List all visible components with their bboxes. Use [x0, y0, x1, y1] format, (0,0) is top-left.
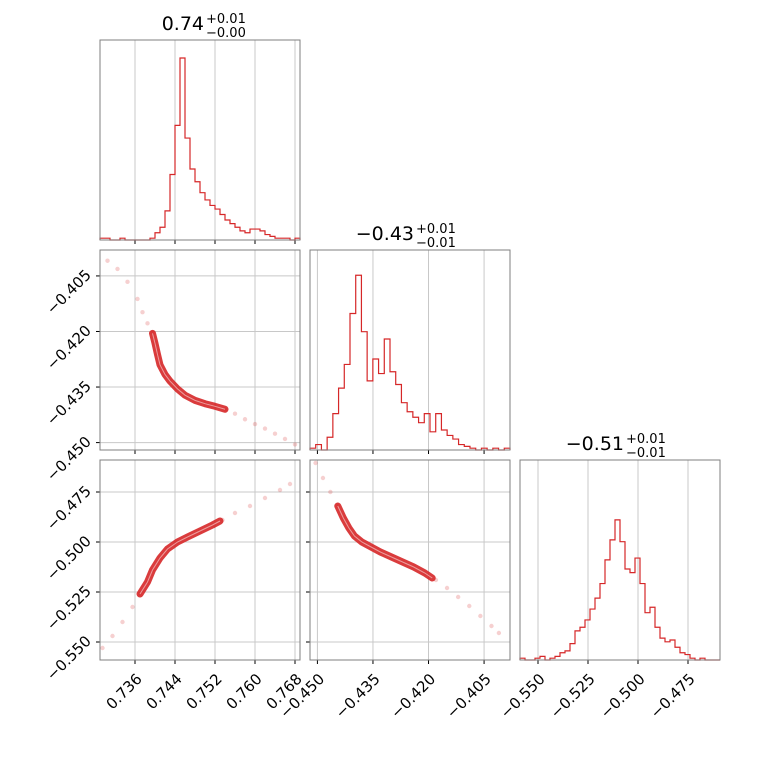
- scatter-frame-x_vs_z: [99, 459, 301, 661]
- histogram-2: [519, 519, 720, 661]
- scatter-point-x_vs_y-0: [105, 258, 110, 263]
- scatter-frame-x_vs_y: [99, 249, 301, 451]
- scatter-point-x_vs_z-16: [262, 495, 268, 501]
- title-sup-0: +0.01: [206, 12, 246, 27]
- scatter-point-x_vs_z-18: [287, 481, 293, 487]
- scatter-point-x_vs_y-23: [282, 436, 288, 442]
- scatter-point-y_vs_z-1: [320, 475, 326, 481]
- scatter-point-x_vs_z-14: [232, 510, 238, 516]
- title-sup-2: +0.01: [626, 432, 666, 447]
- scatter-band-highlight-y_vs_z: [337, 505, 433, 579]
- y-tick-label-2-0: −0.550: [43, 632, 95, 684]
- x-tick-label-1-2: −0.420: [387, 670, 439, 722]
- scatter-point-x_vs_y-4: [140, 310, 145, 315]
- scatter-band-highlight-x_vs_y: [152, 333, 226, 410]
- scatter-point-x_vs_z-0: [100, 645, 105, 651]
- x-tick-label-2-3: −0.475: [647, 670, 699, 722]
- histogram-1: [309, 274, 511, 451]
- scatter-point-x_vs_y-2: [125, 279, 130, 285]
- scatter-point-y_vs_z-20: [496, 630, 502, 636]
- scatter-point-y_vs_z-16: [455, 594, 461, 600]
- scatter-point-x_vs_y-22: [272, 431, 278, 436]
- y-tick-label-1-1: −0.435: [43, 377, 95, 429]
- x-tick-label-1-3: −0.405: [443, 670, 495, 722]
- y-tick-label-1-0: −0.450: [43, 433, 95, 485]
- scatter-point-y_vs_z-2: [328, 489, 333, 495]
- title-sub-1: −0.01: [416, 236, 456, 251]
- x-tick-label-1-1: −0.435: [332, 670, 384, 722]
- histogram-0: [99, 57, 301, 241]
- x-tick-label-2-1: −0.525: [547, 670, 599, 722]
- scatter-point-y_vs_z-19: [489, 623, 494, 629]
- x-tick-label-2-2: −0.500: [597, 670, 649, 722]
- scatter-point-x_vs_y-24: [292, 442, 298, 447]
- x-tick-label-0-1: 0.744: [143, 670, 186, 713]
- scatter-point-x_vs_z-3: [130, 604, 135, 610]
- x-tick-label-0-3: 0.760: [223, 670, 266, 713]
- histogram-frame-2: [519, 459, 721, 661]
- scatter-point-x_vs_z-2: [120, 619, 125, 625]
- y-tick-label-1-3: −0.405: [43, 266, 95, 318]
- scatter-point-x_vs_y-19: [242, 417, 248, 422]
- title-sup-1: +0.01: [416, 222, 456, 237]
- y-tick-label-2-2: −0.500: [43, 532, 95, 584]
- scatter-point-x_vs_y-18: [232, 411, 238, 416]
- histogram-frame-0: [99, 39, 301, 241]
- x-tick-label-0-0: 0.736: [103, 670, 146, 713]
- scatter-point-y_vs_z-18: [478, 613, 483, 619]
- scatter-band-highlight-x_vs_z: [139, 520, 221, 595]
- scatter-point-x_vs_y-20: [252, 421, 258, 427]
- scatter-point-y_vs_z-17: [467, 603, 472, 609]
- title-2: −0.51: [566, 433, 624, 455]
- scatter-point-x_vs_y-21: [262, 426, 268, 431]
- scatter-point-y_vs_z-0: [313, 460, 318, 466]
- title-sub-0: −0.00: [206, 26, 246, 41]
- scatter-frame-y_vs_z: [309, 459, 511, 661]
- scatter-point-x_vs_z-1: [110, 633, 115, 639]
- y-tick-label-1-2: −0.420: [43, 322, 95, 374]
- scatter-point-x_vs_y-1: [115, 266, 120, 272]
- scatter-point-y_vs_z-15: [444, 585, 450, 591]
- title-0: 0.74: [162, 13, 204, 35]
- title-1: −0.43: [356, 223, 414, 245]
- y-tick-label-2-1: −0.525: [43, 582, 95, 634]
- scatter-point-x_vs_z-15: [247, 503, 253, 509]
- y-tick-label-2-3: −0.475: [43, 482, 95, 534]
- x-tick-label-2-0: −0.550: [497, 670, 549, 722]
- x-tick-label-0-2: 0.752: [183, 670, 226, 713]
- title-sub-2: −0.01: [626, 446, 666, 461]
- histogram-frame-1: [309, 249, 511, 451]
- scatter-point-x_vs_z-17: [277, 487, 283, 493]
- scatter-point-x_vs_y-5: [145, 321, 150, 326]
- scatter-band-x_vs_z: [136, 517, 224, 598]
- scatter-point-x_vs_y-3: [135, 296, 140, 302]
